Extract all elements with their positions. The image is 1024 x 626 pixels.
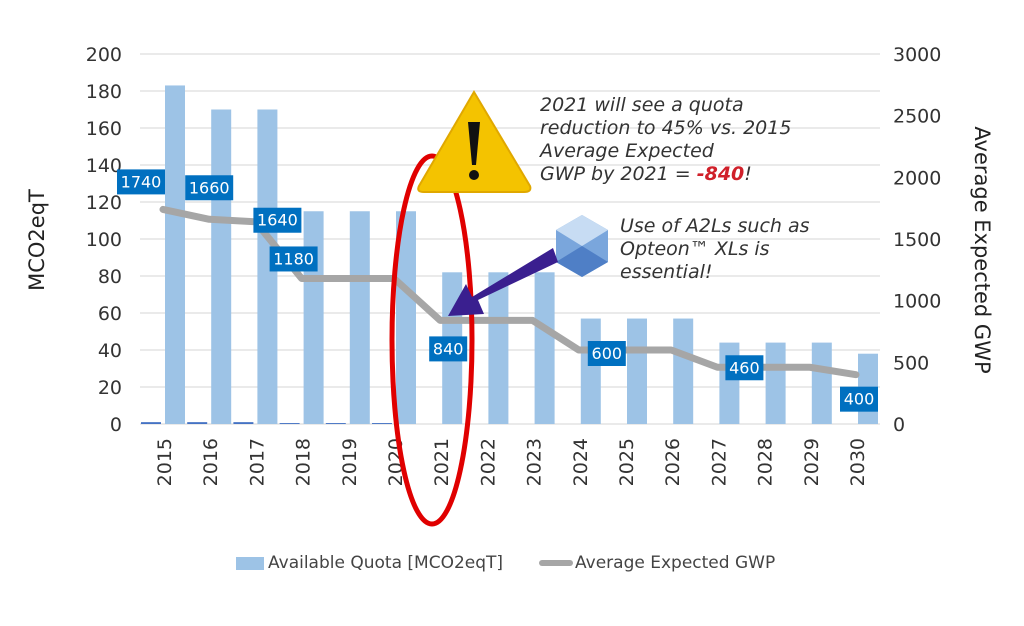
quota-bar <box>719 342 740 424</box>
quota-bar <box>673 318 694 424</box>
data-label-box <box>117 169 165 195</box>
right-tick-label: 1500 <box>893 229 941 251</box>
right-tick-label: 3000 <box>893 44 941 66</box>
legend: Available Quota [MCO2eqT] Average Expect… <box>236 553 775 573</box>
data-label-box <box>725 355 764 381</box>
warning-icon <box>417 90 532 193</box>
left-tick-label: 80 <box>98 266 122 288</box>
category-label: 2025 <box>616 438 638 486</box>
data-label: 460 <box>729 358 760 377</box>
category-label: 2024 <box>570 438 592 486</box>
legend-line-swatch <box>539 560 574 566</box>
category-label: 2018 <box>293 438 315 486</box>
warning-value: -840 <box>696 163 745 185</box>
a2l-line: essential! <box>620 261 713 283</box>
category-label: 2026 <box>662 438 684 486</box>
arrow-icon <box>448 248 558 316</box>
left-tick-label: 100 <box>86 229 122 251</box>
warning-line: 2021 will see a quota <box>540 94 744 116</box>
category-label: 2028 <box>755 438 777 486</box>
warning-exclaim <box>468 122 480 165</box>
right-tick-label: 2500 <box>893 106 941 128</box>
left-tick-label: 0 <box>110 414 122 436</box>
data-label: 1180 <box>273 249 314 268</box>
left-axis-title: MCO2eqT <box>25 189 49 291</box>
quota-bar <box>488 272 509 424</box>
minor-bar <box>187 422 208 424</box>
minor-bar <box>372 423 392 424</box>
legend-entry-gwp: Average Expected GWP <box>575 553 776 573</box>
category-label: 2021 <box>431 438 453 486</box>
category-label: 2029 <box>801 438 823 486</box>
data-label-box <box>253 207 302 233</box>
right-tick-label: 0 <box>893 414 905 436</box>
quota-bar <box>765 342 786 424</box>
data-label: 1740 <box>121 172 162 191</box>
quota-bar <box>811 342 832 424</box>
hexagon-top <box>556 215 608 246</box>
quota-bar <box>257 109 278 424</box>
highlight-ellipse <box>389 153 475 527</box>
minor-bar <box>325 423 346 424</box>
category-label: 2019 <box>339 438 361 486</box>
data-label-box <box>840 386 878 412</box>
quota-bar <box>349 211 370 424</box>
warning-line: GWP by 2021 = <box>540 163 697 185</box>
minor-bar <box>279 423 300 424</box>
left-tick-label: 40 <box>98 340 122 362</box>
opteon-hexagon-icon <box>556 215 608 277</box>
quota-bar <box>627 318 647 424</box>
data-label: 600 <box>592 344 623 363</box>
right-axis-title: Average Expected GWP <box>970 126 994 373</box>
category-label: 2015 <box>154 438 176 486</box>
right-tick-label: 500 <box>893 352 929 374</box>
quota-bar <box>165 85 185 424</box>
warning-line: reduction to 45% vs. 2015 <box>540 117 792 139</box>
left-tick-label: 160 <box>86 118 122 140</box>
data-label-box <box>429 336 468 362</box>
right-tick-label: 2000 <box>893 167 941 189</box>
a2l-line: Opteon™ XLs is <box>620 238 770 260</box>
data-label-box <box>185 175 234 201</box>
a2l-line: Use of A2Ls such as <box>620 215 810 237</box>
data-label: 400 <box>844 390 875 409</box>
category-label: 2016 <box>200 438 222 486</box>
hexagon-bottom <box>556 246 608 277</box>
data-label-box <box>269 246 318 272</box>
warning-note: 2021 will see a quota reduction to 45% v… <box>540 94 791 186</box>
quota-bar <box>211 109 232 424</box>
left-tick-label: 60 <box>98 303 122 325</box>
quota-bar <box>534 272 555 424</box>
left-tick-label: 180 <box>86 81 122 103</box>
quota-bar <box>303 211 324 424</box>
category-label: 2017 <box>246 438 268 486</box>
right-tick-label: 1000 <box>893 291 941 313</box>
warning-dot <box>469 170 479 180</box>
quota-bar <box>396 211 416 424</box>
legend-entry-quota: Available Quota [MCO2eqT] <box>268 553 504 573</box>
data-label: 1660 <box>189 178 230 197</box>
left-tick-label: 200 <box>86 44 122 66</box>
data-label: 840 <box>433 339 464 358</box>
minor-bar <box>233 422 254 424</box>
a2l-note: Use of A2Ls such as Opteon™ XLs is essen… <box>620 215 810 284</box>
category-label: 2027 <box>708 438 730 486</box>
category-label: 2023 <box>524 438 546 486</box>
category-label: 2030 <box>847 438 869 486</box>
left-tick-label: 140 <box>86 155 122 177</box>
data-label-box <box>587 341 626 366</box>
data-label: 1640 <box>257 211 298 230</box>
warning-line: Average Expected <box>540 140 714 162</box>
left-tick-label: 20 <box>98 377 122 399</box>
left-tick-label: 120 <box>86 192 122 214</box>
warning-end: ! <box>744 163 752 185</box>
legend-bar-swatch <box>236 556 264 570</box>
quota-bar <box>580 318 601 424</box>
minor-bar <box>141 422 161 424</box>
category-label: 2022 <box>477 438 499 486</box>
